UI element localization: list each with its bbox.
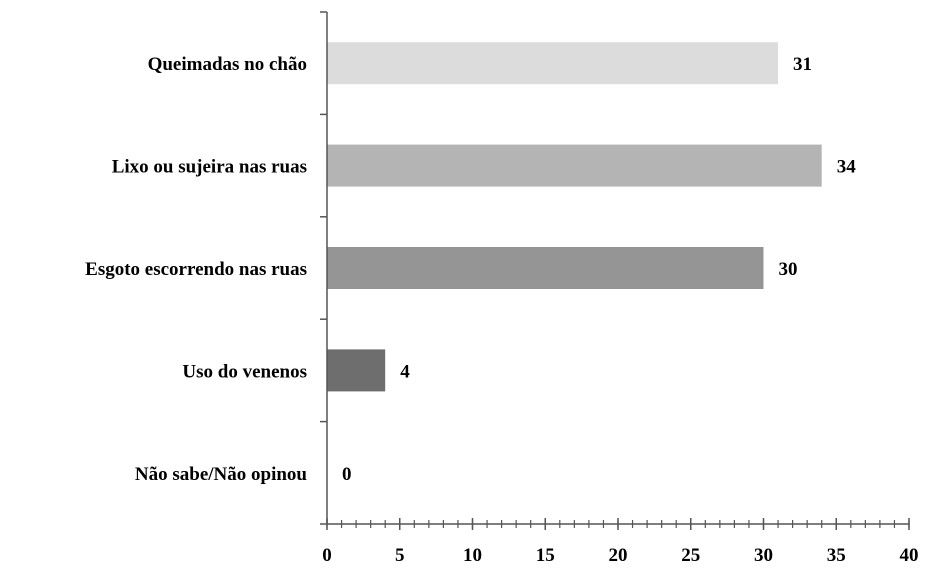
x-tick-label: 20 bbox=[609, 545, 628, 566]
category-label: Esgoto escorrendo nas ruas bbox=[85, 259, 307, 280]
category-label: Queimadas no chão bbox=[148, 54, 307, 75]
data-label: 34 bbox=[837, 157, 857, 178]
labels-layer: Queimadas no chão 31 Lixo ou sujeira nas r… bbox=[85, 54, 918, 566]
data-label: 30 bbox=[779, 259, 798, 280]
bar-3 bbox=[327, 247, 764, 289]
bar-1 bbox=[327, 42, 779, 85]
x-tick-label: 0 bbox=[322, 545, 332, 566]
x-tick-label: 5 bbox=[395, 545, 405, 566]
x-tick-label: 35 bbox=[827, 545, 846, 566]
x-tick-label: 25 bbox=[681, 545, 700, 566]
x-tick-label: 15 bbox=[536, 545, 555, 566]
data-label: 31 bbox=[793, 54, 812, 75]
x-tick-label: 30 bbox=[754, 545, 773, 566]
category-label: Uso do venenos bbox=[182, 361, 307, 382]
x-tick-label: 40 bbox=[900, 545, 919, 566]
x-tick-label: 10 bbox=[463, 545, 482, 566]
bar-4 bbox=[327, 349, 386, 392]
category-label: Lixo ou sujeira nas ruas bbox=[112, 157, 307, 178]
data-label: 0 bbox=[342, 464, 352, 485]
axes-layer bbox=[320, 11, 910, 530]
data-label: 4 bbox=[400, 361, 410, 382]
bars-layer bbox=[327, 42, 822, 392]
category-label: Não sabe/Não opinou bbox=[135, 464, 308, 485]
bar-2 bbox=[327, 144, 822, 187]
